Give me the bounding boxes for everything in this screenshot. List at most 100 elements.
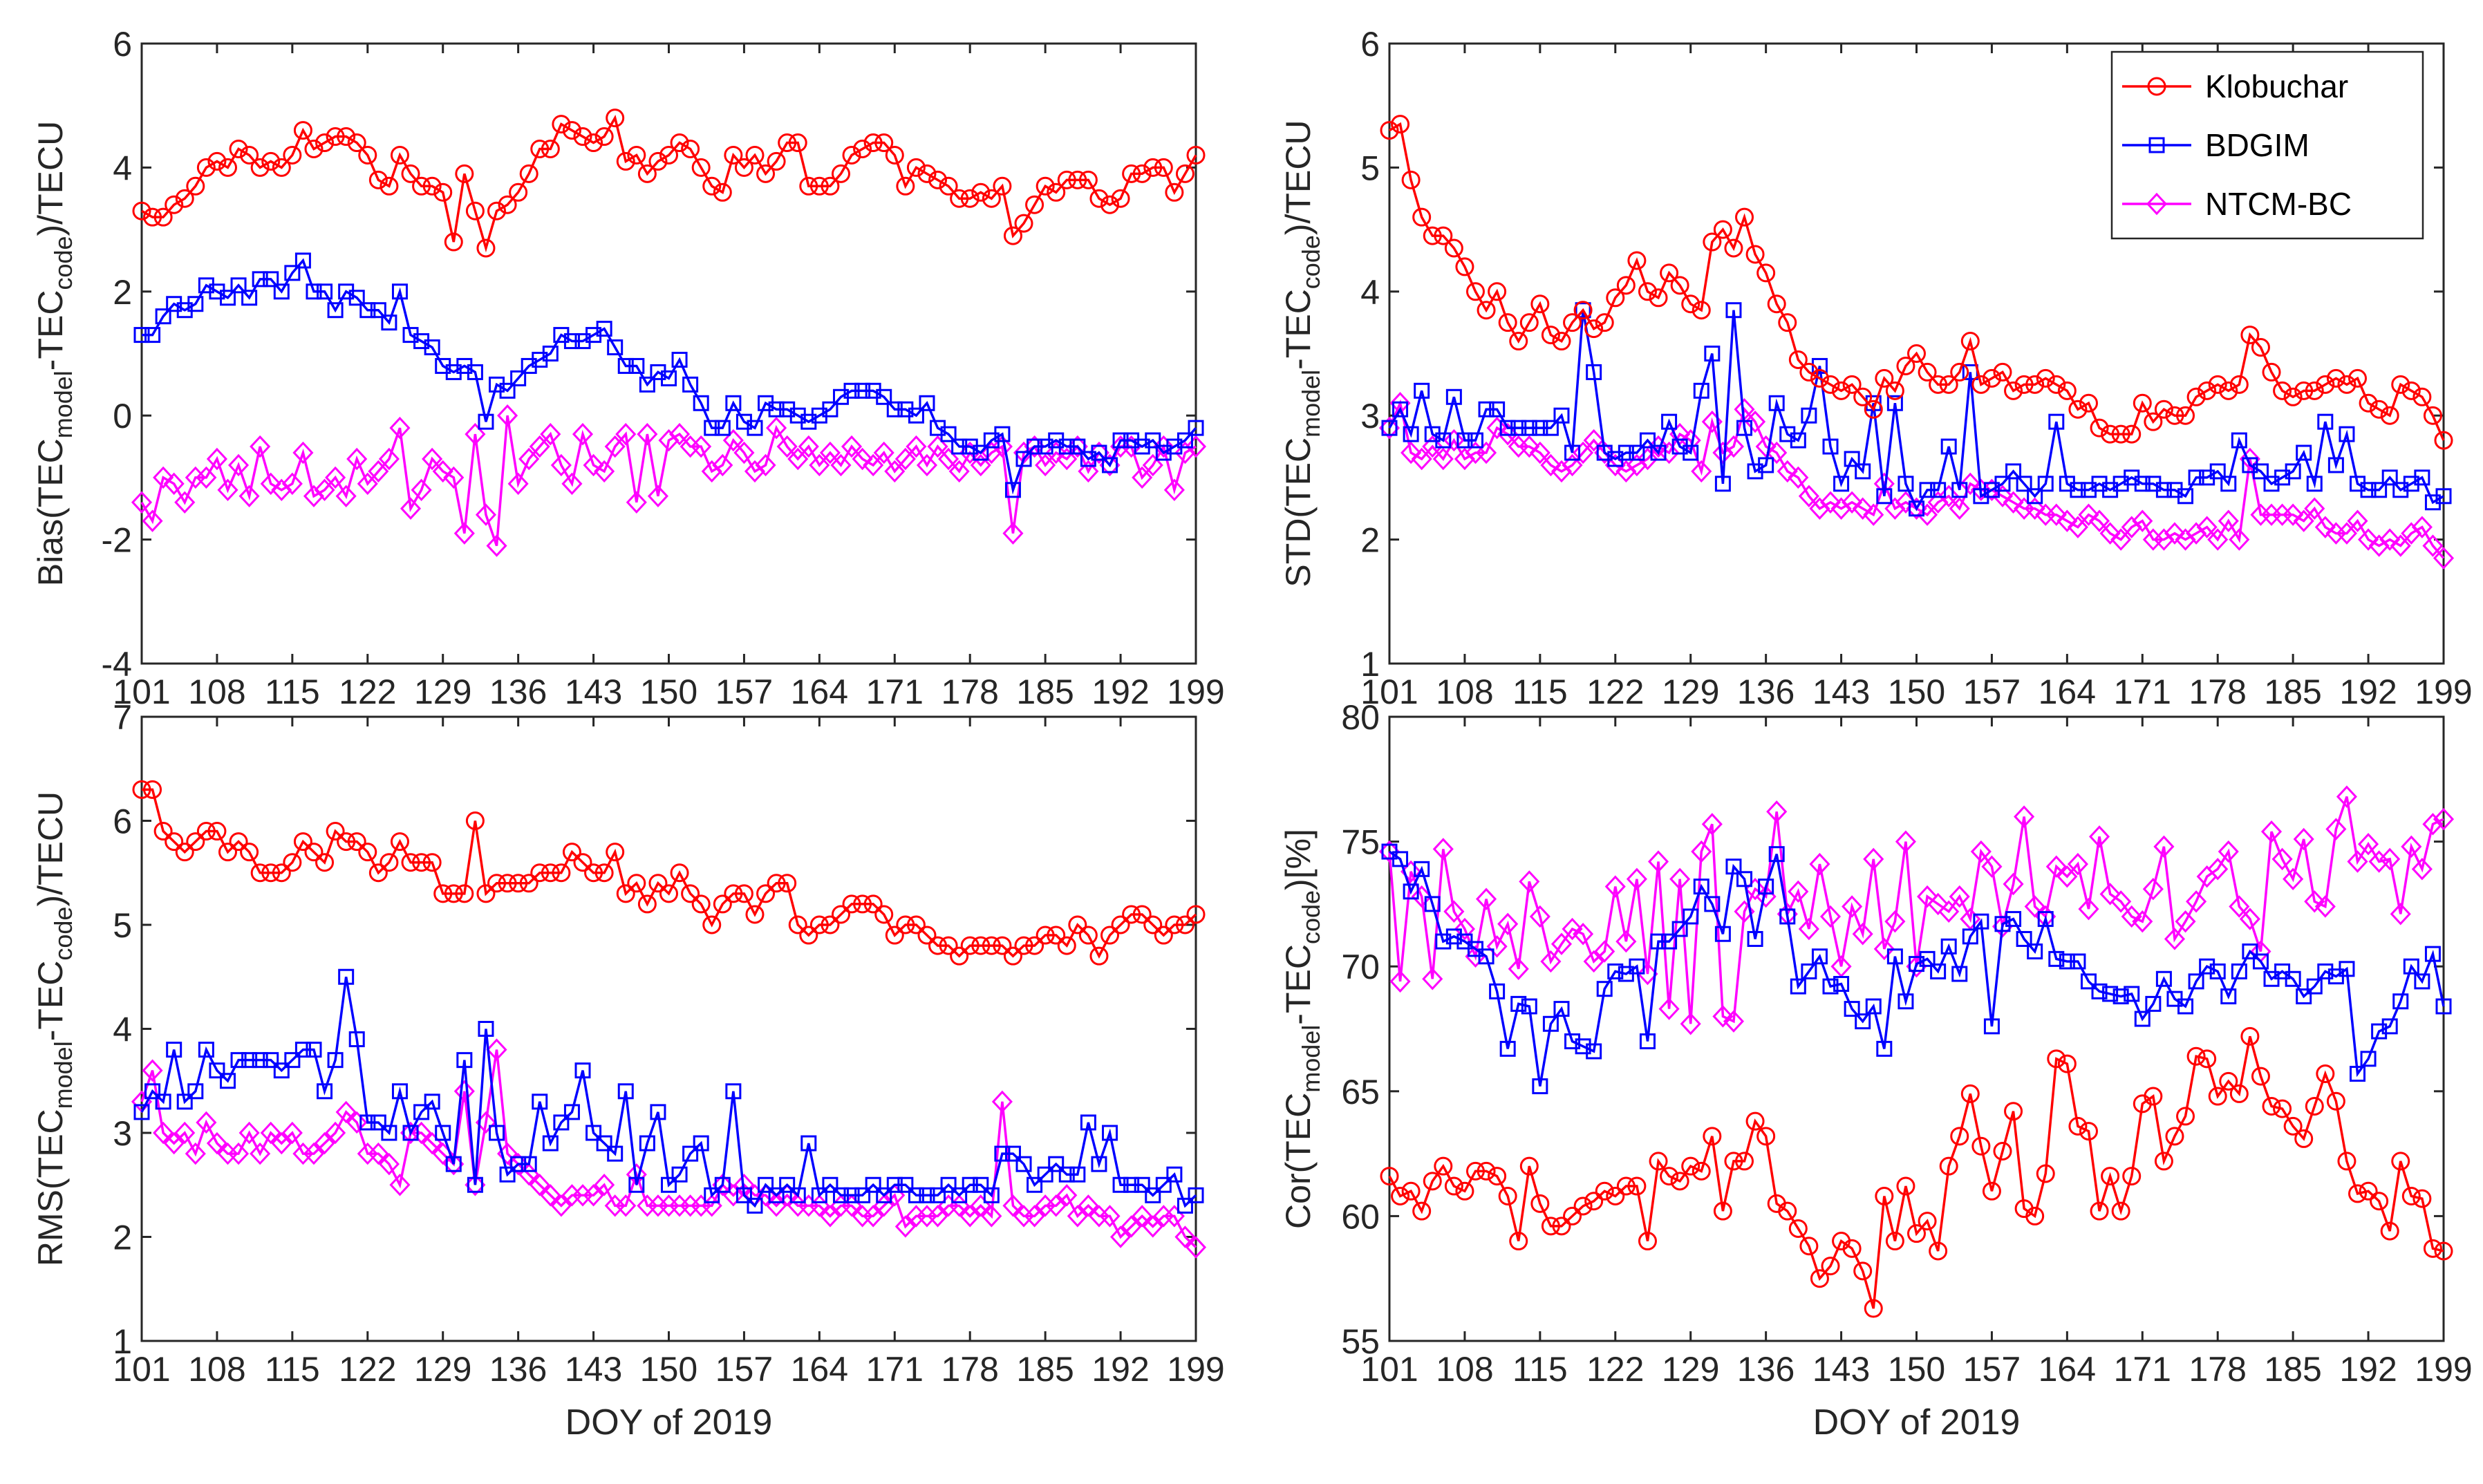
data-point [1380, 121, 1399, 140]
data-point [1606, 1187, 1625, 1206]
data-point [1670, 276, 1689, 295]
data-point [959, 1205, 981, 1228]
series-ntcm-bc [1378, 785, 2455, 1035]
data-point [1647, 850, 1669, 873]
data-point [960, 189, 980, 208]
data-point [1058, 1166, 1075, 1183]
data-point [497, 404, 518, 427]
data-point [2305, 1096, 2324, 1116]
data-point [165, 195, 184, 214]
data-point [1403, 883, 1419, 900]
data-point [1486, 416, 1508, 440]
data-point [1014, 214, 1033, 233]
x-tick-label: 178 [2189, 1350, 2246, 1389]
data-point [1435, 933, 1452, 950]
data-point [2283, 387, 2303, 406]
y-tick-label: 1 [113, 1322, 132, 1361]
data-point [238, 1121, 260, 1145]
data-point [712, 453, 733, 477]
data-point [1779, 908, 1796, 925]
data-point [1778, 1201, 1797, 1221]
data-point [1940, 438, 1957, 455]
data-point [1509, 332, 1528, 351]
data-point [2339, 426, 2355, 442]
data-point [1177, 1197, 1193, 1214]
data-point [1960, 1084, 1980, 1103]
data-point [381, 314, 397, 331]
data-point [1693, 879, 1709, 895]
data-point [1594, 940, 1615, 963]
data-point [1798, 917, 1819, 941]
data-point [475, 503, 497, 526]
data-point [444, 884, 463, 903]
data-point [1736, 871, 1753, 887]
data-point [756, 164, 776, 183]
data-point [983, 1187, 1000, 1203]
data-point [1412, 1201, 1432, 1221]
x-tick-label: 136 [1737, 673, 1795, 711]
data-point [939, 176, 958, 196]
data-point [443, 466, 465, 489]
data-point [897, 1176, 914, 1193]
data-point [938, 447, 959, 471]
data-point [799, 176, 818, 196]
data-point [1650, 933, 1667, 950]
data-point [1037, 1166, 1053, 1183]
data-point [1801, 407, 1817, 424]
x-tick-label: 157 [715, 1350, 773, 1389]
data-point [951, 1187, 968, 1203]
data-point [314, 1131, 335, 1155]
data-point [2045, 855, 2067, 878]
data-point [2067, 516, 2088, 538]
data-point [1027, 438, 1043, 455]
data-point [647, 485, 668, 508]
data-point [1477, 1161, 1496, 1181]
data-point [1660, 1167, 1679, 1186]
data-point [1896, 356, 1915, 375]
data-point [2056, 509, 2078, 532]
data-point [228, 453, 250, 477]
data-point [424, 339, 440, 356]
data-point [487, 874, 507, 893]
data-point [476, 238, 496, 258]
data-point [2423, 1239, 2442, 1258]
data-point [863, 1205, 884, 1228]
y-axis-label-subscript: code [1297, 235, 1325, 289]
data-point [1629, 444, 1645, 461]
data-point [583, 1184, 604, 1207]
data-point [735, 1187, 752, 1203]
data-point [758, 1176, 774, 1193]
data-point [1819, 491, 1842, 514]
legend-item: BDGIM [2122, 127, 2309, 163]
x-tick-label: 108 [188, 1350, 245, 1389]
data-point [1852, 923, 1873, 946]
x-tick-label: 185 [1016, 1350, 1074, 1389]
x-tick-label: 143 [1812, 673, 1870, 711]
data-point [2134, 476, 2151, 492]
data-point [2306, 978, 2323, 995]
data-point [241, 290, 258, 306]
data-point [401, 164, 420, 183]
data-point [2209, 963, 2226, 979]
data-point [358, 145, 377, 165]
data-point [1949, 885, 1970, 908]
data-point [206, 447, 227, 471]
data-point [2122, 1167, 2142, 1186]
data-point [991, 435, 1013, 458]
data-point [422, 447, 443, 471]
series-ntcm-bc [131, 404, 1207, 557]
data-point [691, 435, 712, 458]
data-point [2177, 488, 2194, 505]
data-point [1110, 1225, 1132, 1248]
data-point [1497, 912, 1519, 936]
data-point [1185, 435, 1207, 458]
data-point [1391, 115, 1410, 134]
x-tick-label: 143 [1812, 1350, 1870, 1389]
data-point [2188, 469, 2204, 486]
data-point [1391, 1187, 1410, 1206]
data-point [2412, 387, 2432, 406]
data-point [854, 1187, 871, 1203]
data-point [2164, 928, 2186, 950]
data-point [2294, 1129, 2314, 1148]
data-point [863, 453, 884, 477]
